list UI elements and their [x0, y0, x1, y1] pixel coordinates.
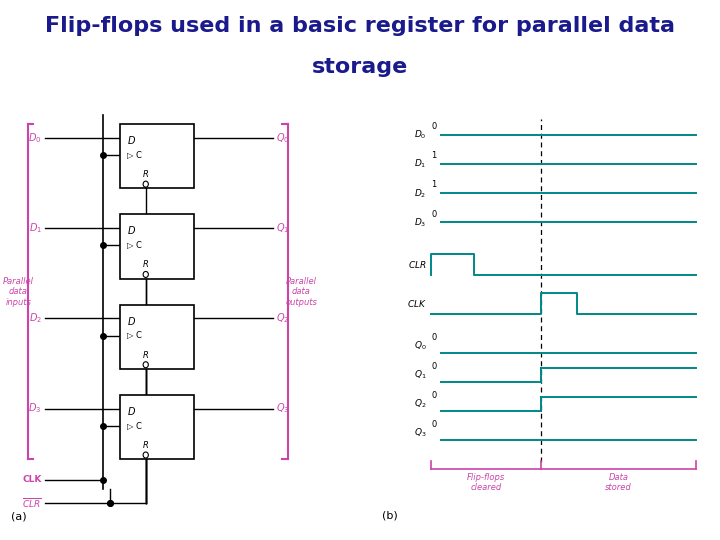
Text: $Q_0$: $Q_0$ [276, 131, 289, 145]
Text: Flip-flops used in a basic register for parallel data: Flip-flops used in a basic register for … [45, 16, 675, 36]
Text: $D_1$: $D_1$ [29, 221, 42, 235]
Text: D: D [127, 226, 135, 237]
Text: $D_0$: $D_0$ [414, 129, 426, 141]
Text: $Q_0$: $Q_0$ [413, 339, 426, 352]
Text: $\triangleright$ C: $\triangleright$ C [126, 420, 143, 432]
Text: Data
stored: Data stored [605, 472, 631, 492]
Text: 0: 0 [431, 210, 436, 219]
Text: Parallel
data
outputs: Parallel data outputs [285, 277, 317, 307]
Text: $\triangleright$ C: $\triangleright$ C [126, 239, 143, 251]
Text: (a): (a) [11, 512, 27, 522]
Text: D: D [127, 407, 135, 417]
Text: R: R [143, 350, 148, 360]
Text: $D_3$: $D_3$ [414, 216, 426, 229]
Text: $D_2$: $D_2$ [414, 187, 426, 200]
Text: 0: 0 [431, 391, 436, 400]
Text: 1: 1 [431, 151, 436, 160]
Text: 1: 1 [431, 180, 436, 190]
Text: D: D [127, 316, 135, 327]
Text: R: R [143, 441, 148, 450]
Text: 0: 0 [431, 122, 436, 131]
Text: $D_0$: $D_0$ [28, 131, 42, 145]
Text: $Q_2$: $Q_2$ [414, 397, 426, 410]
Text: $Q_3$: $Q_3$ [414, 427, 426, 440]
Text: $CLK$: $CLK$ [407, 298, 426, 309]
Text: $\triangleright$ C: $\triangleright$ C [126, 149, 143, 161]
Bar [120, 124, 194, 188]
Text: $Q_2$: $Q_2$ [276, 312, 289, 325]
Text: $CLR$: $CLR$ [408, 259, 426, 270]
Text: $Q_1$: $Q_1$ [276, 221, 289, 235]
Text: Parallel
data
inputs: Parallel data inputs [3, 277, 34, 307]
Text: Flip-flops
cleared: Flip-flops cleared [467, 472, 505, 492]
Text: 0: 0 [431, 420, 436, 429]
Text: $D_1$: $D_1$ [414, 158, 426, 171]
Text: $Q_1$: $Q_1$ [414, 368, 426, 381]
Text: $\triangleright$ C: $\triangleright$ C [126, 329, 143, 341]
Bar [120, 395, 194, 460]
Text: storage: storage [312, 57, 408, 77]
Text: CLK: CLK [22, 475, 42, 484]
Text: $D_2$: $D_2$ [29, 312, 42, 325]
Text: $Q_3$: $Q_3$ [276, 402, 289, 415]
Text: $D_3$: $D_3$ [28, 402, 42, 415]
Text: R: R [143, 170, 148, 179]
Text: 0: 0 [431, 362, 436, 371]
Text: (b): (b) [382, 510, 397, 521]
Bar [120, 214, 194, 279]
Text: D: D [127, 136, 135, 146]
Text: 0: 0 [431, 333, 436, 342]
Text: R: R [143, 260, 148, 269]
Bar [120, 305, 194, 369]
Text: $\overline{CLR}$: $\overline{CLR}$ [22, 496, 42, 510]
